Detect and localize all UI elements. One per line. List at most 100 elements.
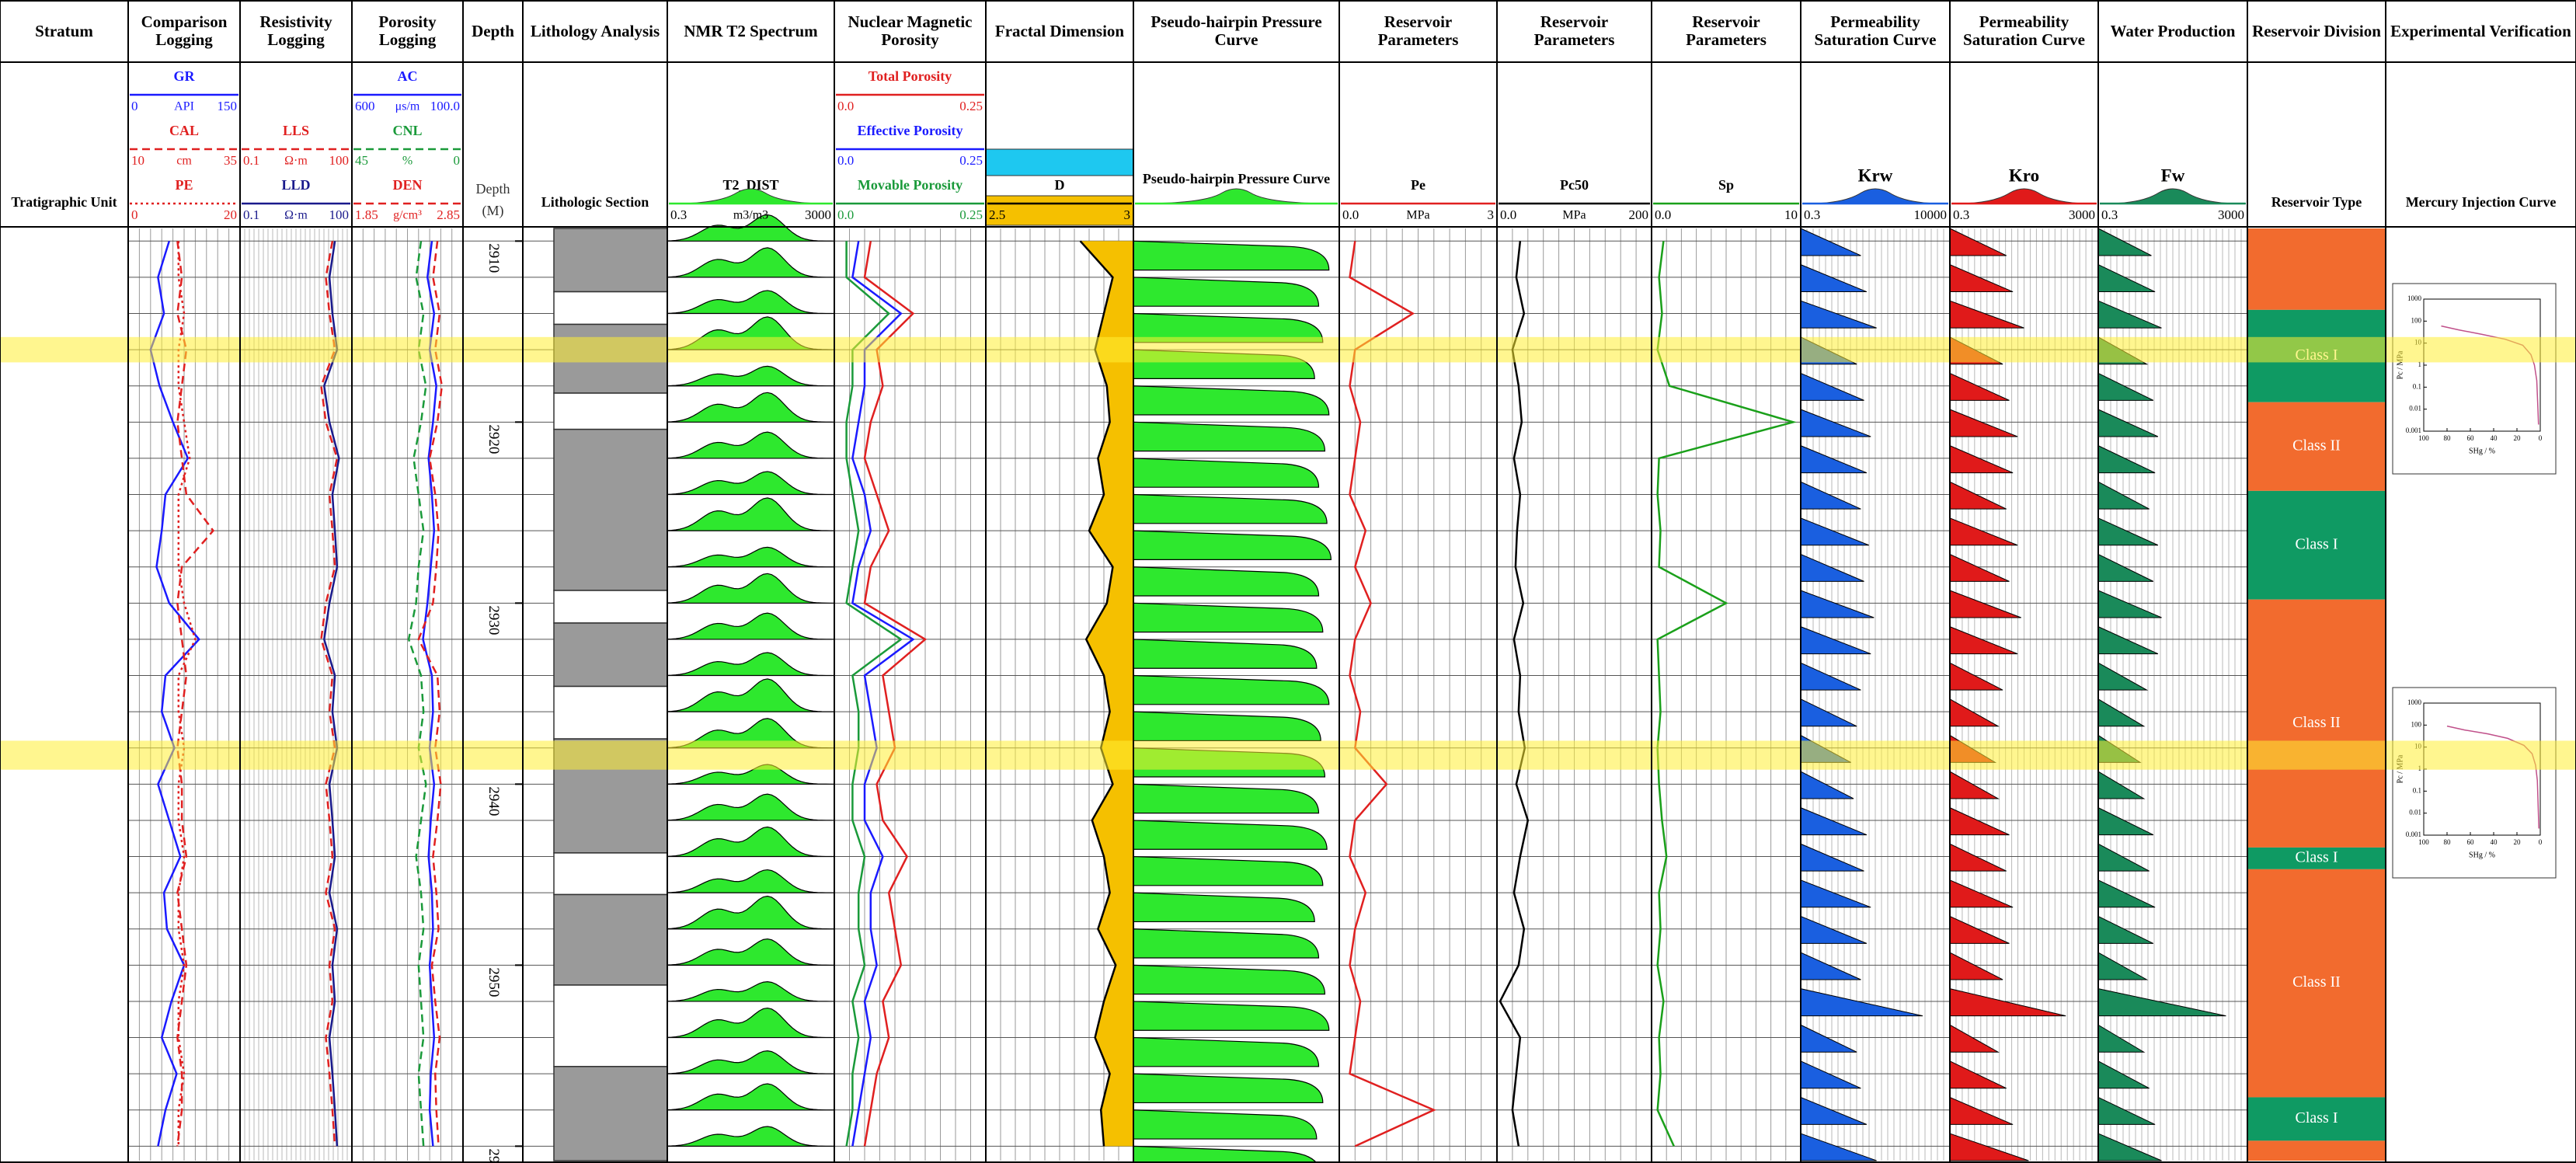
log-curve <box>149 240 200 1147</box>
inset-x-tick-label: 80 <box>2444 434 2452 442</box>
header-band <box>985 148 1134 176</box>
column-title: Water Production <box>2110 21 2236 40</box>
t2-spectrum <box>667 652 835 677</box>
y-tick-label: 2950 <box>486 967 502 997</box>
header-band <box>985 195 1134 226</box>
pseudo-hairpin <box>1133 277 1320 307</box>
column-title: Reservoir Parameters <box>1377 12 1459 49</box>
log-curve <box>407 241 427 1147</box>
t2-spectrum <box>667 290 835 315</box>
reservoir-interval <box>2247 228 2386 310</box>
t2-spectrum <box>667 546 835 568</box>
x-tick-label: 0.25 <box>959 153 983 168</box>
x-tick-label: 3000 <box>805 207 831 222</box>
header-glyph <box>1140 188 1332 204</box>
reservoir-interval <box>2247 490 2386 600</box>
t2-spectrum <box>667 431 835 459</box>
header-label: Lithologic Section <box>541 194 649 210</box>
reservoir-class: Class II <box>2292 714 2341 731</box>
x-tick-label: 45 <box>355 153 368 168</box>
x-tick-label: 3000 <box>2218 207 2244 222</box>
column-title: Lithology Analysis <box>530 21 660 40</box>
x-tick-label: 3 <box>1124 207 1131 222</box>
inset-x-tick-label: 20 <box>2514 838 2522 846</box>
inset-y-tick-label: 1000 <box>2407 698 2422 706</box>
pseudo-hairpin <box>1133 1073 1324 1104</box>
log-curve <box>320 241 339 1147</box>
header-label: Depth <box>476 181 510 197</box>
reservoir-class: Class I <box>2296 1109 2338 1126</box>
x-unit: Ω·m <box>284 209 308 222</box>
inset-x-label: SHg / % <box>2469 851 2495 859</box>
t2-spectrum <box>667 793 835 821</box>
inset-y-tick-label: 0.1 <box>2413 382 2421 390</box>
lithology-layer <box>553 1066 668 1161</box>
pseudo-hairpin <box>1133 1145 1318 1163</box>
x-tick-label: 35 <box>224 153 237 168</box>
log-curve <box>1656 241 1798 1147</box>
x-unit: m3/m3 <box>733 209 768 222</box>
pseudo-hairpin <box>1133 1036 1320 1067</box>
header-label: Mercury Injection Curve <box>2406 194 2557 210</box>
header-glyph <box>674 188 827 204</box>
curve-name: LLD <box>281 177 310 193</box>
t2-spectrum <box>667 1007 835 1039</box>
t2-spectrum <box>667 764 835 785</box>
inset-x-tick-label: 60 <box>2467 838 2475 846</box>
reservoir-interval <box>2247 1097 2386 1141</box>
inset-x-tick-label: 0 <box>2539 434 2543 442</box>
lithology-layer <box>553 622 668 688</box>
log-curve <box>322 241 340 1147</box>
t2-spectrum <box>667 895 835 930</box>
y-tick-label: 2960 <box>486 1148 502 1163</box>
header-glyph <box>1957 188 2091 204</box>
curve-name: Pe <box>1411 177 1426 193</box>
header-glyph <box>2105 188 2240 204</box>
x-tick-label: 0.0 <box>1500 207 1516 222</box>
inset-x-tick-label: 0 <box>2539 838 2543 846</box>
pseudo-hairpin <box>1133 458 1320 488</box>
log-curve <box>1079 240 1117 1147</box>
inset-y-label: Pc / MPa <box>2396 350 2404 379</box>
reservoir-class: Class I <box>2296 535 2338 552</box>
t2-spectrum <box>667 214 835 242</box>
header-unit: (M) <box>482 203 504 219</box>
column-title: NMR T2 Spectrum <box>684 21 818 40</box>
log-curve <box>422 241 437 1147</box>
t2-spectrum <box>667 1050 835 1074</box>
pseudo-hairpin <box>1133 421 1326 452</box>
column-title: Experimental Verification <box>2390 21 2571 40</box>
x-tick-label: 2.85 <box>437 207 460 222</box>
pseudo-hairpin <box>1133 892 1315 923</box>
curve-name: CAL <box>169 123 199 138</box>
inset-y-tick-label: 0.01 <box>2409 405 2421 413</box>
x-tick-label: 100 <box>329 207 350 222</box>
inset-x-tick-label: 40 <box>2491 838 2498 846</box>
lithology-layer <box>553 685 668 740</box>
x-unit: μs/m <box>395 100 420 113</box>
pseudo-hairpin <box>1133 1001 1330 1031</box>
inset-y-tick-label: 1 <box>2418 360 2422 368</box>
curve-name: LLS <box>283 123 309 138</box>
reservoir-interval <box>2247 1140 2386 1161</box>
x-tick-label: 10 <box>131 153 144 168</box>
x-unit: API <box>174 100 194 113</box>
curve-name: Pc50 <box>1560 177 1589 193</box>
pseudo-hairpin <box>1133 711 1321 742</box>
reservoir-class: Class II <box>2292 437 2341 454</box>
column-title: Stratum <box>35 21 93 40</box>
column-title: Porosity Logging <box>378 12 437 49</box>
inset-x-tick-label: 20 <box>2514 434 2522 442</box>
pseudo-hairpin <box>1133 385 1330 416</box>
curve-name: D <box>1055 177 1065 193</box>
t2-spectrum <box>667 869 835 893</box>
t2-spectrum <box>667 573 835 604</box>
reservoir-interval <box>2247 599 2386 848</box>
column-title: Permeability Saturation Curve <box>1814 12 1937 49</box>
x-tick-label: 200 <box>1629 207 1649 222</box>
t2-spectrum <box>667 612 835 640</box>
lithology-layer <box>553 291 668 326</box>
inset-x-label: SHg / % <box>2469 447 2495 455</box>
t2-spectrum <box>667 1126 835 1147</box>
x-tick-label: 0.3 <box>1953 207 1969 222</box>
